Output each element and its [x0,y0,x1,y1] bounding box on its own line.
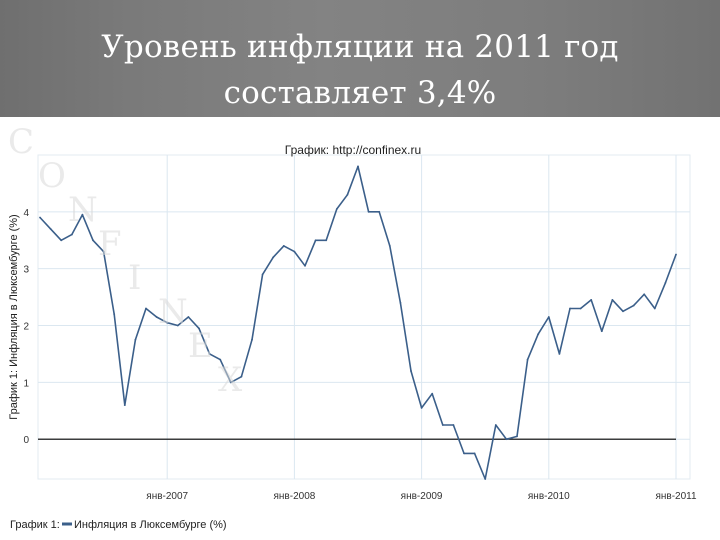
chart-title: График: http://confinex.ru [285,143,421,157]
data-point [187,316,190,318]
data-point [39,216,41,219]
data-point [81,213,84,216]
data-point [452,424,455,426]
data-point [123,404,126,406]
data-point [420,407,423,409]
data-point [49,228,52,230]
x-tick-label: янв-2008 [273,491,315,502]
x-tick-label: янв-2011 [655,491,697,502]
data-point [516,435,518,438]
data-point [229,381,232,384]
data-point [367,210,370,213]
data-point [537,333,540,335]
data-point [70,233,73,236]
data-point [484,478,487,480]
data-point [410,370,412,372]
data-point [304,264,306,267]
data-point [208,353,211,355]
data-point [643,293,646,296]
data-point [176,324,179,327]
data-point [505,438,508,441]
plot-area [37,154,691,480]
data-point [431,392,434,395]
data-point [155,316,158,318]
data-point [473,452,476,455]
y-tick-label: 0 [23,435,29,446]
data-point [282,245,285,247]
chart-card: янв-2007 янв-2008 янв-2009 янв-2010 янв-2011… [0,117,720,540]
data-point [272,256,275,259]
line-chart: янв-2007 янв-2008 янв-2009 янв-2010 янв-2011… [8,143,697,531]
legend-label: График 1: [10,519,60,531]
slide-title-line-2: составляет 3,4% [223,75,497,111]
slide-title-line-1: Уровень инфляции на 2011 год [101,29,619,65]
data-point [653,307,656,310]
data-point [346,193,349,196]
data-point [261,273,264,276]
data-point [102,250,105,253]
data-point [251,338,253,341]
data-point [494,424,497,426]
data-point [600,330,603,333]
x-tick-label: янв-2010 [528,491,570,502]
y-tick-label: 2 [23,322,29,333]
x-tick-label: янв-2009 [401,491,443,502]
data-point [293,250,296,253]
data-point [378,210,381,213]
data-point [590,299,593,301]
data-point [632,304,635,307]
data-point [219,358,222,361]
data-point [166,321,169,324]
data-point [399,301,402,304]
data-point [558,353,561,355]
data-point [569,307,571,310]
data-point [579,307,582,310]
data-point [664,282,667,284]
data-point [134,338,137,341]
data-point [526,358,529,361]
data-point [240,375,243,378]
data-point [198,327,200,330]
data-point [335,208,338,210]
data-point [675,253,677,256]
data-point [314,239,317,242]
data-point [441,424,444,426]
data-point [622,310,624,313]
x-tick-label: янв-2007 [146,491,188,502]
data-point [357,165,359,168]
data-point [113,313,116,316]
y-tick-label: 4 [23,208,29,219]
data-point [388,245,391,247]
data-point [60,239,63,242]
data-point [611,299,614,301]
data-point [145,307,147,310]
data-point [463,452,465,455]
y-axis-label: График 1: Инфляция в Люксембурге (%) [8,214,20,419]
y-tick-label: 3 [23,265,29,276]
data-point [547,316,550,318]
data-point [92,239,94,242]
slide-title: Уровень инфляции на 2011 год составляет … [0,0,720,118]
data-point [325,239,328,242]
y-tick-label: 1 [23,378,29,389]
legend-series-name: Инфляция в Люксембурге (%) [74,519,227,531]
